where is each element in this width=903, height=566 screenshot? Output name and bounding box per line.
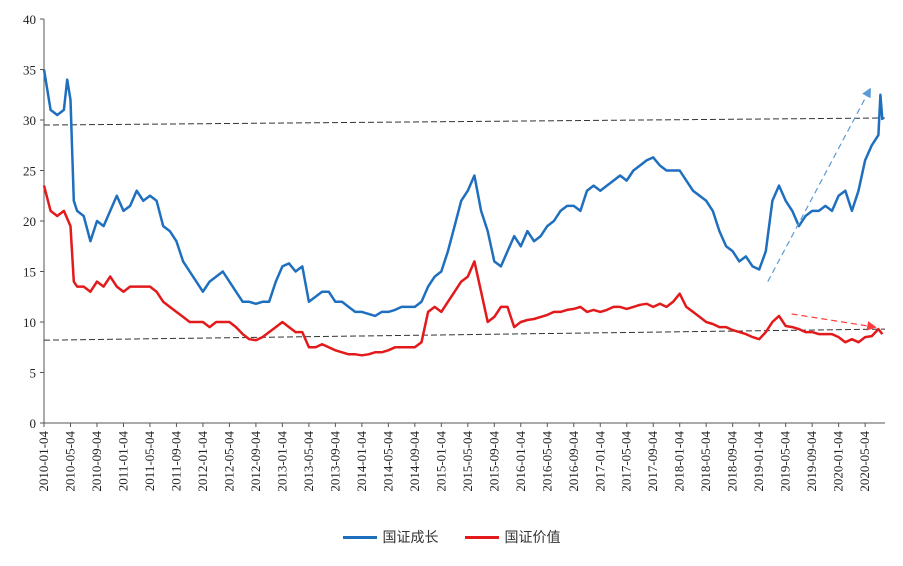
- x-tick-label: 2014-05-04: [380, 431, 395, 492]
- x-tick-label: 2012-05-04: [221, 431, 236, 492]
- x-tick-label: 2018-05-04: [698, 431, 713, 492]
- y-tick-label: 40: [23, 12, 36, 27]
- y-tick-label: 30: [23, 113, 36, 128]
- x-tick-label: 2019-01-04: [751, 431, 766, 492]
- x-tick-label: 2017-09-04: [645, 431, 660, 492]
- x-tick-label: 2013-09-04: [327, 431, 342, 492]
- x-tick-label: 2015-05-04: [460, 431, 475, 492]
- legend-swatch-growth: [342, 535, 377, 539]
- x-tick-label: 2017-05-04: [619, 431, 634, 492]
- series-line-growth: [42, 69, 884, 318]
- legend-item-growth: 国证成长: [342, 527, 439, 547]
- legend-label-value: 国证价值: [504, 530, 561, 546]
- series-line-value: [42, 185, 884, 357]
- trend-arrow-growth: [767, 87, 871, 282]
- x-tick-label: 2016-05-04: [539, 431, 554, 492]
- x-tick-label: 2018-09-04: [725, 431, 740, 492]
- reference-line: [43, 117, 886, 126]
- x-tick-label: 2016-01-04: [513, 431, 528, 492]
- x-tick-label: 2012-01-04: [195, 431, 210, 492]
- legend-item-value: 国证价值: [464, 527, 561, 547]
- legend: 国证成长 国证价值: [0, 527, 903, 547]
- x-tick-label: 2016-09-04: [566, 431, 581, 492]
- x-tick-label: 2015-01-04: [433, 431, 448, 492]
- x-tick-label: 2018-01-04: [672, 431, 687, 492]
- y-tick-label: 0: [30, 416, 37, 431]
- x-tick-label: 2010-09-04: [89, 431, 104, 492]
- x-tick-label: 2013-01-04: [274, 431, 289, 492]
- reference-line: [43, 328, 886, 341]
- x-tick-label: 2011-01-04: [115, 431, 130, 492]
- x-tick-label: 2020-05-04: [857, 431, 872, 492]
- x-tick-label: 2011-05-04: [142, 431, 157, 492]
- x-tick-label: 2011-09-04: [168, 431, 183, 492]
- y-tick-label: 25: [23, 164, 36, 179]
- x-tick-label: 2013-05-04: [301, 431, 316, 492]
- x-tick-label: 2010-05-04: [62, 431, 77, 492]
- x-tick-label: 2017-01-04: [592, 431, 607, 492]
- legend-swatch-value: [464, 535, 499, 539]
- x-tick-label: 2019-09-04: [804, 431, 819, 492]
- x-tick-label: 2010-01-04: [36, 431, 51, 492]
- y-tick-label: 20: [23, 214, 36, 229]
- x-tick-label: 2020-01-04: [831, 431, 846, 492]
- y-tick-label: 15: [23, 265, 36, 280]
- x-tick-label: 2014-01-04: [354, 431, 369, 492]
- y-tick-label: 5: [30, 366, 37, 381]
- x-tick-label: 2012-09-04: [248, 431, 263, 492]
- y-tick-label: 10: [23, 315, 36, 330]
- x-tick-label: 2015-09-04: [486, 431, 501, 492]
- legend-label-growth: 国证成长: [382, 530, 439, 546]
- y-tick-label: 35: [23, 63, 36, 78]
- trend-arrow-value: [791, 313, 877, 331]
- x-tick-label: 2019-05-04: [778, 431, 793, 492]
- x-tick-label: 2014-09-04: [407, 431, 422, 492]
